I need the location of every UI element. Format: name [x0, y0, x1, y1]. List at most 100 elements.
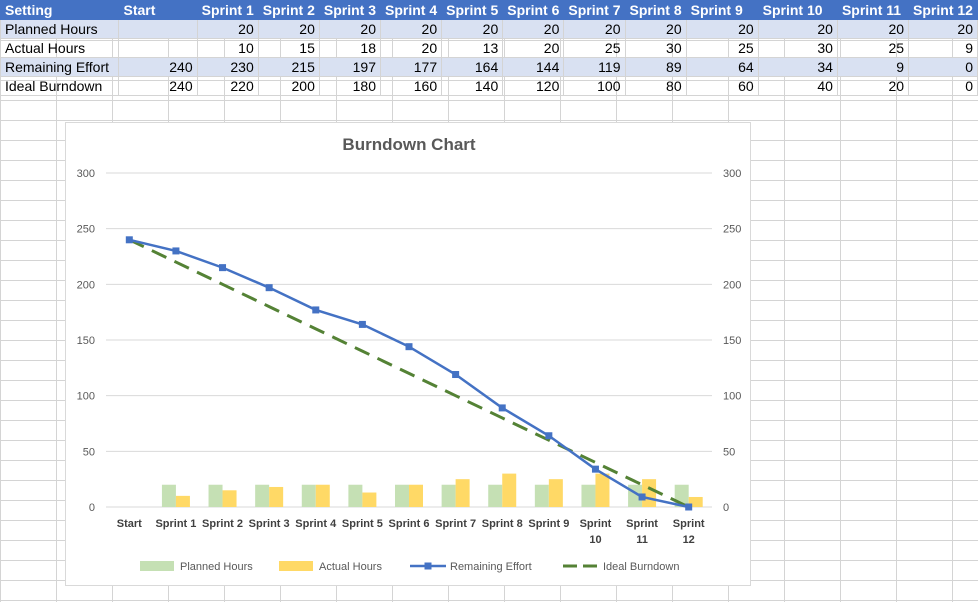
table-cell[interactable]: 34 [757, 57, 838, 77]
chart-panel[interactable]: Burndown Chart 0 0 50 50 100 100 150 150 200 200 25… [65, 122, 751, 586]
row-label[interactable]: Planned Hours [0, 19, 120, 39]
table-cell[interactable]: 20 [624, 19, 687, 39]
table-cell[interactable]: 120 [502, 76, 565, 96]
table-cell[interactable]: 240 [118, 76, 198, 96]
table-cell[interactable]: 9 [908, 38, 978, 58]
table-cell[interactable]: 180 [318, 76, 382, 96]
table-cell[interactable]: 20 [502, 38, 565, 58]
y-tick-label: 50 [83, 446, 95, 458]
table-cell[interactable]: 20 [685, 19, 759, 39]
y2-tick-label: 100 [723, 391, 741, 403]
table-cell[interactable]: 20 [836, 19, 910, 39]
bar-actual-hours [548, 479, 563, 507]
legend-remaining-effort-marker [424, 562, 432, 570]
table-cell[interactable]: 20 [836, 76, 910, 96]
row-label[interactable]: Remaining Effort [0, 57, 120, 77]
header-cell[interactable]: Sprint 3 [318, 0, 382, 20]
table-cell[interactable]: 140 [441, 76, 504, 96]
table-row: Remaining Effort 240 230 215 197 177 164 144 119… [0, 57, 978, 77]
header-cell[interactable]: Sprint 11 [836, 0, 910, 20]
table-cell[interactable]: 10 [196, 38, 259, 58]
remaining-effort-marker [591, 465, 599, 473]
table-cell[interactable]: 9 [836, 57, 910, 77]
table-cell[interactable]: 164 [441, 57, 504, 77]
table-cell[interactable]: 20 [196, 19, 259, 39]
table-cell[interactable]: 13 [441, 38, 504, 58]
bar-actual-hours [409, 484, 423, 507]
table-cell[interactable]: 89 [624, 57, 687, 77]
table-cell[interactable]: 18 [318, 38, 382, 58]
table-cell[interactable]: 220 [196, 76, 259, 96]
bar-actual-hours [269, 486, 284, 507]
ideal-burndown-line [128, 238, 690, 509]
table-cell[interactable]: 197 [318, 57, 382, 77]
table-row: Ideal Burndown 240 220 200 180 160 140 120 100 80… [0, 76, 978, 96]
table-cell[interactable]: 0 [908, 76, 978, 96]
table-cell[interactable]: 20 [441, 19, 504, 39]
table-cell[interactable]: 15 [257, 38, 320, 58]
y-tick-label: 0 [89, 502, 95, 514]
table-cell[interactable]: 20 [257, 19, 320, 39]
table-cell[interactable]: 80 [624, 76, 687, 96]
x-tick-label: Sprint 7 [435, 518, 476, 530]
x-tick-label: Sprint 1 [155, 518, 196, 530]
table-cell[interactable]: 230 [196, 57, 259, 77]
table-cell[interactable]: 20 [502, 19, 565, 39]
header-cell[interactable]: Sprint 9 [685, 0, 759, 20]
table-cell[interactable]: 25 [563, 38, 626, 58]
x-tick-label: Sprint [673, 518, 705, 530]
table-cell[interactable]: 0 [908, 57, 978, 77]
table-cell[interactable] [118, 38, 198, 58]
header-cell[interactable]: Sprint 4 [379, 0, 443, 20]
header-cell[interactable]: Sprint 5 [441, 0, 504, 20]
table-cell[interactable]: 177 [379, 57, 443, 77]
header-cell[interactable]: Start [118, 0, 198, 20]
table-cell[interactable]: 25 [836, 38, 910, 58]
table-cell[interactable]: 20 [563, 19, 626, 39]
bar-actual-hours [362, 492, 377, 507]
table-cell[interactable]: 160 [379, 76, 443, 96]
table-cell[interactable]: 20 [379, 19, 443, 39]
table-cell[interactable]: 25 [685, 38, 759, 58]
table-cell[interactable]: 119 [563, 57, 626, 77]
table-cell[interactable]: 64 [685, 57, 759, 77]
header-cell[interactable]: Sprint 6 [502, 0, 565, 20]
table-cell[interactable]: 20 [318, 19, 382, 39]
bar-actual-hours [222, 490, 237, 507]
header-cell[interactable]: Sprint 2 [257, 0, 320, 20]
header-cell-setting[interactable]: Setting [0, 0, 120, 20]
x-tick-label: Sprint 3 [249, 518, 290, 530]
y2-tick-label: 250 [723, 224, 741, 236]
table-cell[interactable]: 144 [502, 57, 565, 77]
table-cell[interactable] [118, 19, 198, 39]
table-cell[interactable]: 20 [757, 19, 838, 39]
table-cell[interactable]: 215 [257, 57, 320, 77]
table-cell[interactable]: 30 [757, 38, 838, 58]
remaining-effort-marker [685, 503, 693, 511]
table-cell[interactable]: 200 [257, 76, 320, 96]
header-cell[interactable]: Sprint 7 [563, 0, 626, 20]
bar-actual-hours [175, 495, 190, 507]
bar-planned-hours [301, 484, 316, 507]
legend-ideal-burndown-label: Ideal Burndown [603, 561, 679, 573]
row-label[interactable]: Ideal Burndown [0, 76, 120, 96]
row-label[interactable]: Actual Hours [0, 38, 120, 58]
header-cell[interactable]: Sprint 10 [757, 0, 838, 20]
remaining-effort-marker [405, 343, 413, 351]
table-cell[interactable]: 100 [563, 76, 626, 96]
header-cell[interactable]: Sprint 8 [624, 0, 687, 20]
y2-tick-label: 150 [723, 335, 741, 347]
x-tick-label: 10 [589, 534, 601, 546]
y-tick-label: 100 [77, 391, 95, 403]
table-cell[interactable]: 40 [757, 76, 838, 96]
remaining-effort-marker [219, 264, 227, 272]
bar-actual-hours [688, 496, 703, 507]
table-cell[interactable]: 30 [624, 38, 687, 58]
burndown-chart: Burndown Chart 0 0 50 50 100 100 150 150 200 200 25… [77, 135, 742, 573]
table-cell[interactable]: 240 [118, 57, 198, 77]
table-cell[interactable]: 20 [908, 19, 978, 39]
header-cell[interactable]: Sprint 1 [196, 0, 259, 20]
header-cell[interactable]: Sprint 12 [908, 0, 978, 20]
table-cell[interactable]: 20 [379, 38, 443, 58]
table-cell[interactable]: 60 [685, 76, 759, 96]
